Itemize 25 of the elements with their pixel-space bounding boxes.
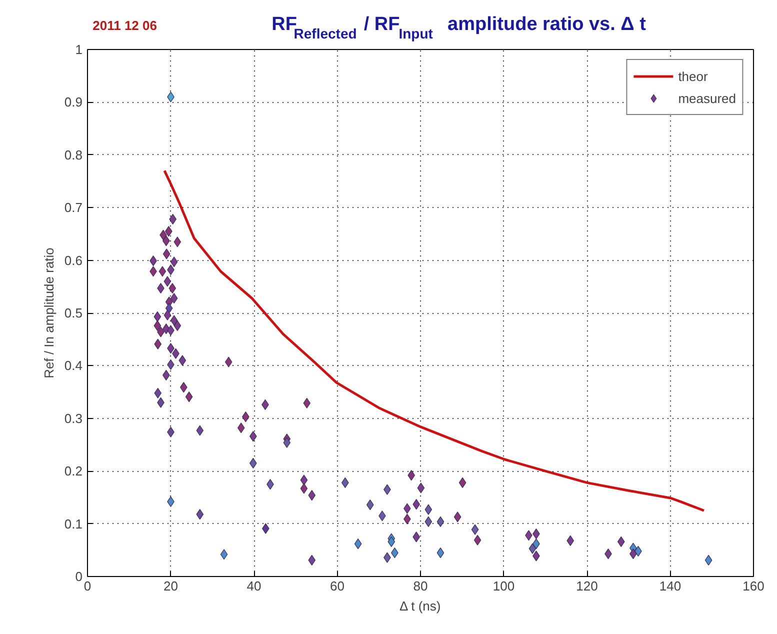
y-axis-title: Ref / In amplitude ratio	[41, 248, 56, 378]
y-tick-label: 0.1	[64, 516, 83, 532]
x-tick-label: 160	[742, 578, 764, 594]
x-tick-label: 140	[659, 578, 682, 594]
x-tick-label: 100	[492, 578, 515, 594]
y-tick-label: 0.3	[64, 410, 83, 426]
text: 2011 12 06	[92, 18, 157, 33]
x-tick-label: 120	[576, 578, 598, 594]
line-series	[163, 169, 706, 512]
y-tick-label: 0.2	[64, 464, 83, 479]
x-tick-label: 40	[246, 578, 262, 594]
y-tick-label: 0.8	[64, 147, 83, 162]
x-tick-label: 60	[330, 578, 344, 594]
y-tick-label: 0.7	[64, 200, 83, 216]
y-tick-label: 0.5	[64, 306, 83, 320]
y-tick-label: 0.6	[64, 252, 83, 268]
y-tick-label: 0	[75, 569, 83, 584]
legend-label: theor	[678, 68, 708, 84]
y-tick-label: 0.4	[64, 358, 83, 374]
y-tick-label: 0.9	[64, 94, 83, 110]
x-axis-title: Δ t (ns)	[400, 598, 441, 614]
legend-label: measured	[678, 90, 736, 106]
y-tick-label: 1	[75, 42, 83, 57]
x-tick-label: 80	[413, 578, 428, 594]
x-tick-label: 20	[164, 578, 178, 594]
